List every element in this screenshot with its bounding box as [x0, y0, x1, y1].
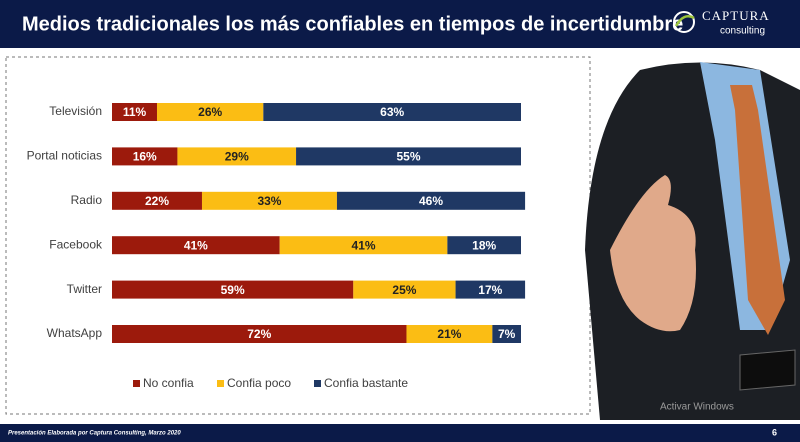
header-bar — [0, 0, 800, 48]
category-label: Radio — [71, 193, 103, 207]
category-label: WhatsApp — [47, 326, 103, 340]
bar-segment — [112, 103, 157, 121]
bar-segment — [455, 280, 526, 299]
data-label: 7% — [498, 327, 516, 341]
legend-swatch — [217, 380, 224, 387]
hand — [610, 175, 696, 332]
data-label: 16% — [133, 150, 157, 164]
category-label: Facebook — [49, 237, 103, 251]
bar-segment — [112, 191, 202, 210]
bar-segment — [112, 236, 280, 255]
bar-segment — [492, 325, 521, 343]
legend-label: Confia poco — [227, 376, 291, 390]
logo-name: CAPTURA — [702, 8, 770, 23]
bar-segment — [177, 147, 297, 166]
bar-segment — [156, 103, 264, 121]
category-label: Televisión — [49, 104, 102, 118]
category-label: Twitter — [67, 282, 102, 296]
data-label: 18% — [472, 238, 496, 252]
data-label: 29% — [225, 150, 249, 164]
logo-swoosh — [674, 15, 695, 27]
logo-icon — [673, 11, 695, 33]
footer-bar — [0, 424, 800, 442]
watermark: Activar Windows — [660, 402, 734, 413]
bar-segment — [112, 280, 354, 299]
bar-segment — [296, 147, 521, 166]
data-label: 11% — [123, 105, 147, 119]
data-label: 63% — [380, 105, 404, 119]
data-label: 22% — [145, 194, 169, 208]
data-label: 25% — [392, 283, 416, 297]
bar-segment — [353, 280, 456, 299]
businessman-photo — [585, 62, 800, 420]
bar-segment — [406, 325, 493, 343]
data-label: 41% — [184, 238, 208, 252]
data-label: 55% — [397, 150, 421, 164]
data-label: 33% — [257, 194, 281, 208]
legend-label: No confia — [143, 376, 194, 390]
slide-title: Medios tradicionales los más confiables … — [22, 13, 683, 35]
legend-swatch — [314, 380, 321, 387]
bar-segment — [112, 147, 178, 166]
logo: CAPTURA consulting — [673, 8, 770, 37]
logo-tagline: consulting — [720, 26, 765, 37]
bar-segment — [112, 325, 407, 343]
data-label: 26% — [198, 105, 222, 119]
category-label: Portal noticias — [27, 149, 102, 163]
data-label: 59% — [221, 283, 245, 297]
data-label: 46% — [419, 194, 443, 208]
legend-swatch — [133, 380, 140, 387]
legend-label: Confia bastante — [324, 376, 408, 390]
data-label: 72% — [247, 327, 271, 341]
bar-segment — [201, 191, 337, 210]
tie — [730, 85, 785, 335]
bar-segment — [263, 103, 521, 121]
footer-note: Presentación Elaborada por Captura Consu… — [8, 431, 181, 437]
data-label: 17% — [478, 283, 502, 297]
data-label: 41% — [352, 238, 376, 252]
bar-segment — [279, 236, 448, 255]
bar-segment — [447, 236, 521, 255]
belt — [739, 349, 796, 391]
bar-segment — [336, 191, 526, 210]
data-label: 21% — [437, 327, 461, 341]
page-number: 6 — [772, 427, 777, 437]
